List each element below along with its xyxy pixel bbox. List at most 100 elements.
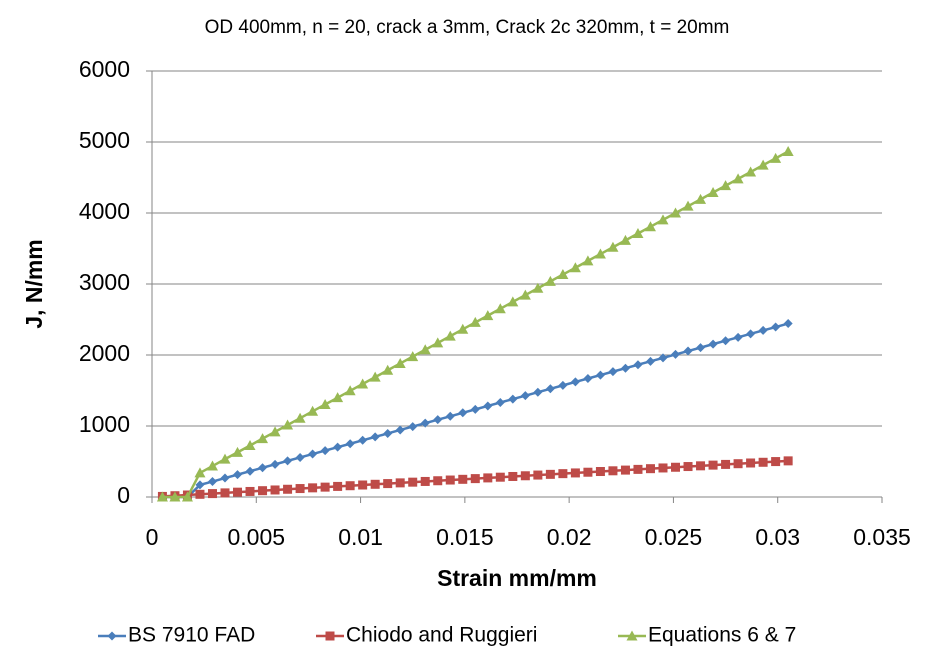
marker	[745, 166, 757, 177]
marker	[558, 380, 568, 390]
marker	[771, 322, 781, 332]
marker	[444, 330, 456, 341]
marker	[770, 152, 782, 163]
marker	[282, 419, 294, 430]
marker	[445, 411, 455, 421]
marker	[595, 370, 605, 380]
marker	[758, 457, 768, 467]
marker	[369, 371, 381, 382]
marker	[708, 339, 718, 349]
marker	[244, 440, 256, 451]
marker	[433, 415, 443, 425]
marker	[107, 631, 117, 641]
marker	[696, 461, 706, 471]
marker	[508, 471, 518, 481]
marker	[783, 319, 793, 329]
marker	[633, 464, 643, 474]
marker	[532, 282, 544, 293]
marker	[633, 360, 643, 370]
y-axis-label: J, N/mm	[21, 239, 47, 328]
marker	[308, 449, 318, 459]
marker	[758, 325, 768, 335]
marker	[658, 353, 668, 363]
marker	[583, 374, 593, 384]
marker	[370, 479, 380, 489]
legend-label: Equations 6 & 7	[648, 624, 796, 647]
marker	[257, 433, 269, 444]
y-tick-label: 6000	[79, 56, 130, 82]
marker	[657, 214, 669, 225]
x-tick-label: 0.02	[547, 524, 592, 550]
marker	[344, 385, 356, 396]
marker	[457, 323, 469, 334]
x-tick-label: 0	[146, 524, 159, 550]
y-tick-label: 0	[117, 482, 130, 508]
marker	[420, 476, 430, 486]
y-tick-label: 2000	[79, 340, 130, 366]
marker	[420, 418, 430, 428]
marker	[219, 453, 231, 464]
x-tick-label: 0.03	[755, 524, 800, 550]
marker	[395, 478, 405, 488]
marker	[608, 466, 618, 476]
marker	[620, 465, 630, 475]
marker	[683, 346, 693, 356]
marker	[746, 329, 756, 339]
x-axis-label: Strain mm/mm	[437, 565, 597, 591]
marker	[519, 289, 531, 300]
marker	[432, 337, 444, 348]
marker	[382, 364, 394, 375]
marker	[358, 435, 368, 445]
marker	[508, 394, 518, 404]
marker	[395, 425, 405, 435]
marker	[658, 463, 668, 473]
x-tick-label: 0.025	[645, 524, 703, 550]
marker	[283, 456, 293, 466]
marker	[495, 397, 505, 407]
marker	[670, 207, 682, 218]
marker	[594, 248, 606, 259]
marker	[320, 482, 330, 492]
marker	[320, 446, 330, 456]
marker	[783, 456, 793, 466]
marker	[644, 221, 656, 232]
marker	[469, 316, 481, 327]
marker	[433, 476, 443, 486]
marker	[269, 426, 281, 437]
marker	[782, 146, 794, 157]
x-tick-label: 0.035	[853, 524, 911, 550]
marker	[733, 459, 743, 469]
marker	[557, 269, 569, 280]
marker	[233, 470, 243, 480]
y-tick-label: 1000	[79, 411, 130, 437]
marker	[283, 484, 293, 494]
marker	[169, 491, 181, 502]
marker	[408, 422, 418, 432]
marker	[671, 462, 681, 472]
marker	[220, 473, 230, 483]
marker	[708, 460, 718, 470]
marker	[233, 487, 243, 497]
marker	[181, 491, 193, 502]
marker	[333, 481, 343, 491]
marker	[270, 485, 280, 495]
marker	[520, 391, 530, 401]
marker	[696, 343, 706, 353]
marker	[394, 357, 406, 368]
marker	[270, 459, 280, 469]
marker	[632, 228, 644, 239]
marker	[383, 428, 393, 438]
marker	[495, 472, 505, 482]
marker	[408, 477, 418, 487]
marker	[620, 363, 630, 373]
marker	[245, 466, 255, 476]
legend-label: Chiodo and Ruggieri	[346, 624, 537, 647]
marker	[258, 486, 268, 496]
marker	[345, 439, 355, 449]
marker	[582, 255, 594, 266]
marker	[207, 489, 217, 499]
marker	[707, 186, 719, 197]
marker	[533, 387, 543, 397]
marker	[458, 408, 468, 418]
marker	[357, 378, 369, 389]
